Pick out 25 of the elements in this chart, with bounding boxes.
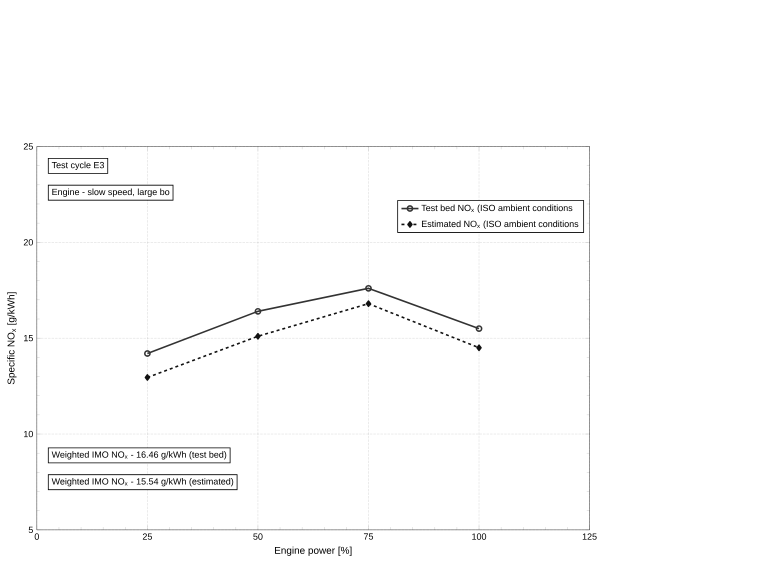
y-axis-title: Specific NO$_{x}$ [g/kWh] (7, 292, 17, 384)
x-tick-label: 75 (364, 533, 374, 540)
y-tick-label: 5 (28, 526, 33, 533)
point (254, 308, 262, 314)
annotation: Weighted IMO NO$_{x}$ - 16.46 g/kWh (test bed) (52, 450, 226, 460)
legend-label: Estimated NO$_{x}$ (ISO ambient conditions (422, 220, 578, 229)
y-tick-label: 10 (24, 430, 33, 437)
point (144, 374, 150, 381)
point (255, 332, 261, 340)
annotation: Weighted IMO NO$_{x}$ - 15.54 g/kWh (estimated) (52, 478, 234, 486)
x-axis-title: Engine power [%] (274, 546, 352, 556)
point (365, 284, 372, 292)
x-tick-label: 50 (253, 533, 263, 540)
point (476, 344, 482, 351)
y-tick-label: 15 (24, 334, 33, 342)
point (366, 300, 372, 307)
x-tick-label: 100 (472, 533, 486, 540)
y-tick-label: 20 (24, 238, 33, 246)
annotation: Engine - slow speed, large bo (52, 188, 170, 197)
y-tick-label: 25 (24, 143, 33, 150)
legend-label: Test bed NO$_{x}$ (ISO ambient conditions (421, 204, 572, 213)
annotation: Test cycle E3 (52, 161, 104, 170)
x-tick-label: 0 (34, 533, 39, 540)
x-tick-label: 25 (142, 533, 152, 540)
x-tick-label: 125 (582, 533, 597, 540)
